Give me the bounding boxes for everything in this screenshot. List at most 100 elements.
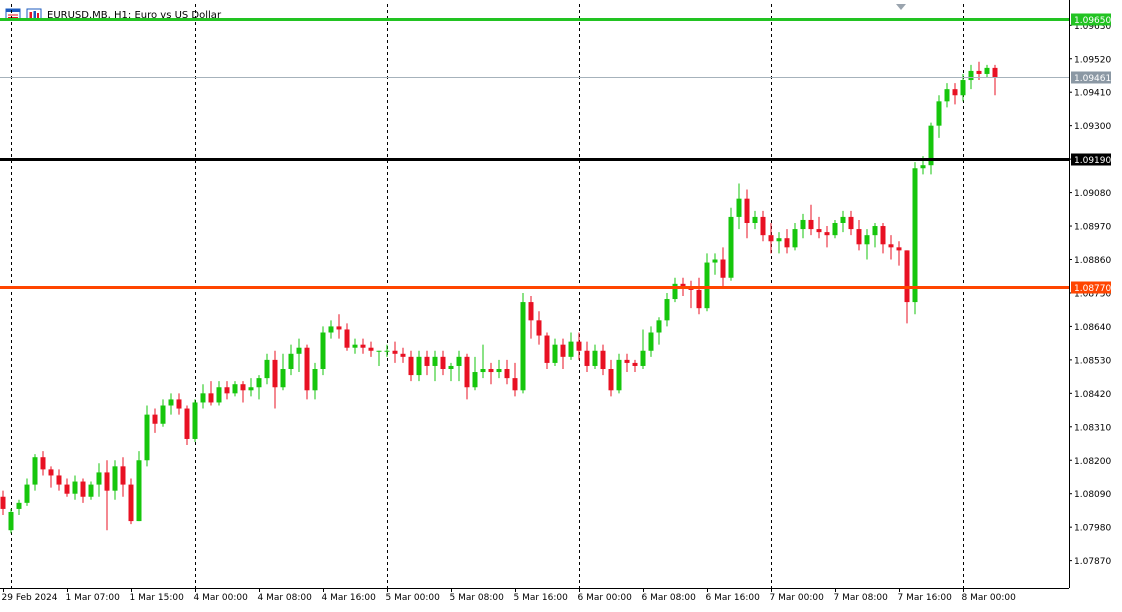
candle (384, 344, 390, 357)
candle-body (768, 235, 774, 242)
candle-body (24, 484, 30, 503)
candle (872, 223, 878, 248)
candle (528, 296, 534, 339)
candle-body (168, 399, 174, 406)
candle (304, 344, 310, 400)
candle (280, 353, 286, 391)
candle (440, 350, 446, 376)
price-tick-label: 1.09080 (1074, 189, 1111, 199)
candle (456, 350, 462, 382)
candle-body (960, 80, 966, 96)
candle (352, 338, 358, 354)
candle (256, 375, 262, 400)
candle-body (584, 350, 590, 366)
candle (696, 277, 702, 315)
candle-body (744, 198, 750, 223)
candle-body (48, 469, 54, 476)
candle-body (624, 359, 630, 363)
candle-body (864, 235, 870, 245)
candle (864, 229, 870, 260)
price-tick-label: 1.07980 (1074, 524, 1111, 534)
price-tick-label: 1.08200 (1074, 457, 1111, 467)
candle (368, 341, 374, 357)
candle (0, 490, 6, 515)
candle (448, 362, 454, 382)
horizontal-line[interactable]: 1.08770 (0, 281, 1111, 295)
horizontal-line[interactable]: 1.09190 (0, 153, 1111, 167)
candle-body (312, 369, 318, 391)
candle (560, 338, 566, 369)
horizontal-line-price-tag (1071, 281, 1111, 294)
price-tick-label: 1.08970 (1074, 223, 1111, 233)
candle-body (8, 511, 14, 531)
candle-body (944, 89, 950, 102)
time-tick-label: 6 Mar 08:00 (642, 593, 697, 603)
horizontal-line-price-label: 1.08770 (1074, 284, 1111, 294)
candle (144, 405, 150, 467)
candle-body (600, 350, 606, 369)
candle (488, 362, 494, 385)
price-tick-label: 1.08750 (1074, 289, 1111, 299)
candle-body (680, 283, 686, 287)
candle (856, 219, 862, 251)
candle-body (888, 244, 894, 248)
candle (264, 353, 270, 385)
candle (928, 122, 934, 175)
price-tick-label: 1.08310 (1074, 423, 1111, 433)
candle-body (528, 302, 534, 321)
candle (272, 350, 278, 409)
candle (296, 338, 302, 373)
time-tick-label: 7 Mar 16:00 (898, 593, 953, 603)
candle-body (936, 101, 942, 126)
candle (416, 350, 422, 382)
candle-body (912, 168, 918, 303)
candle (312, 362, 318, 400)
horizontal-lines[interactable]: 1.09650 1.09190 1.08770 1.09461 (0, 13, 1111, 295)
candle-body (328, 326, 334, 333)
candle-body (536, 320, 542, 336)
horizontal-line[interactable]: 1.09650 (0, 13, 1111, 27)
candle-body (672, 283, 678, 300)
candle-body (568, 341, 574, 357)
price-tick-label: 1.09630 (1074, 22, 1111, 32)
candle-body (64, 484, 70, 494)
candle-body (984, 67, 990, 74)
candle (72, 475, 78, 500)
candle-body (136, 460, 142, 522)
candle (464, 353, 470, 400)
candle (224, 381, 230, 400)
candle-body (784, 238, 790, 248)
candle-body (16, 502, 22, 509)
candle-body (552, 344, 558, 363)
candle (720, 247, 726, 287)
candle (504, 359, 510, 385)
candle (432, 350, 438, 382)
candle-body (640, 350, 646, 366)
candle-body (216, 387, 222, 403)
candle-body (88, 484, 94, 497)
candle-body (424, 356, 430, 366)
candle-body (232, 384, 238, 394)
candle-body (296, 347, 302, 354)
price-tick-label: 1.09520 (1074, 55, 1111, 65)
candle (592, 344, 598, 369)
candle-body (440, 356, 446, 369)
candle-body (728, 216, 734, 278)
candle-body (872, 226, 878, 236)
axes: 1.09630 1.09520 1.09410 1.09300 1.09190 1.090… (0, 0, 1111, 603)
candle-body (512, 378, 518, 391)
candle (208, 381, 214, 406)
candle (360, 338, 366, 354)
price-tick-label: 1.09410 (1074, 89, 1111, 99)
candle (480, 344, 486, 379)
time-tick-label: 7 Mar 00:00 (770, 593, 825, 603)
candle (824, 226, 830, 248)
candle-body (848, 216, 854, 230)
candle (32, 454, 38, 491)
time-tick-label: 29 Feb 2024 (2, 593, 58, 603)
period-separators (11, 4, 964, 588)
candle (128, 478, 134, 525)
chart-shift-marker[interactable] (896, 4, 906, 10)
